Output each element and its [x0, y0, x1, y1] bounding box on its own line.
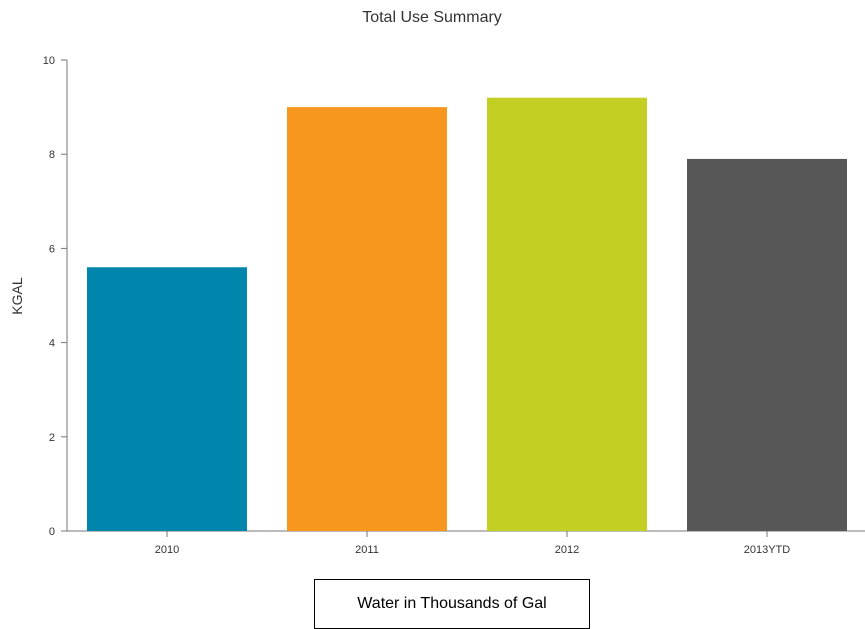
x-tick-label: 2013YTD [744, 544, 791, 556]
y-tick-label: 2 [49, 432, 55, 444]
chart-title: Total Use Summary [362, 9, 502, 26]
y-tick-label: 8 [49, 149, 55, 161]
bar-2011 [287, 107, 447, 531]
x-axis: 2010 2011 2012 2013YTD [67, 530, 865, 556]
y-tick-label: 4 [49, 338, 55, 350]
y-axis: 0 2 4 6 8 10 [43, 55, 68, 538]
y-tick-label: 0 [49, 526, 55, 538]
bars [87, 97, 847, 532]
bar-2012 [487, 97, 647, 532]
y-tick-label: 10 [43, 55, 55, 67]
y-axis-label: KGAL [9, 277, 25, 315]
y-tick-label: 6 [49, 243, 55, 255]
bar-2013ytd [687, 158, 847, 531]
x-tick-label: 2012 [555, 544, 579, 556]
bar-2010 [87, 267, 247, 531]
chart-caption: Water in Thousands of Gal [314, 579, 590, 629]
x-tick-label: 2011 [355, 544, 379, 556]
x-tick-label: 2010 [155, 544, 179, 556]
